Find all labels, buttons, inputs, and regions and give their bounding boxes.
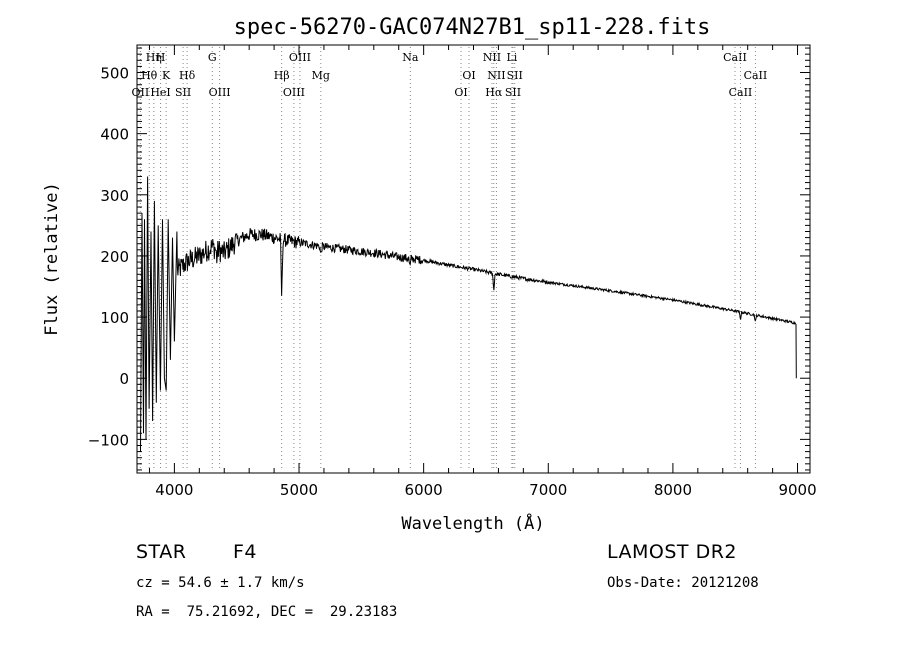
line-label: Na: [402, 51, 419, 64]
line-label: Hα: [485, 86, 503, 99]
plot-frame: [136, 44, 811, 474]
line-label: OIII: [289, 51, 311, 64]
line-label: HeI: [150, 86, 170, 99]
y-tick-label: 200: [100, 248, 129, 266]
line-label: Li: [506, 51, 517, 64]
x-axis-label: Wavelength (Å): [401, 512, 544, 534]
line-label: NII: [487, 69, 505, 82]
line-label: SII: [507, 69, 523, 82]
line-label: OI: [462, 69, 475, 82]
x-tick-label: 6000: [405, 481, 443, 499]
line-label: SII: [175, 86, 191, 99]
line-label: SII: [505, 86, 521, 99]
x-tick-label: 4000: [155, 481, 193, 499]
x-tick-label: 8000: [654, 481, 692, 499]
coordinates: RA = 75.21692, DEC = 29.23183: [136, 604, 398, 620]
line-label: Hβ: [274, 69, 290, 82]
chart-title: spec-56270-GAC074N27B1_sp11-228.fits: [234, 15, 711, 40]
x-tick-label: 7000: [529, 481, 567, 499]
spectrum-line: [140, 176, 797, 452]
line-label: OII: [132, 86, 150, 99]
line-label: CaII: [729, 86, 753, 99]
y-tick-label: 400: [100, 126, 129, 144]
line-label: Hθ: [141, 69, 158, 82]
line-label: OI: [454, 86, 467, 99]
object-subclass: F4: [233, 541, 258, 563]
x-tick-label: 9000: [778, 481, 816, 499]
object-class: STAR: [136, 541, 187, 563]
line-label: CaII: [744, 69, 768, 82]
y-tick-label: 100: [100, 309, 129, 327]
y-tick-label: 0: [119, 370, 129, 388]
observation-date: Obs-Date: 20121208: [607, 575, 759, 591]
line-label: OIII: [209, 86, 231, 99]
y-tick-label: −100: [88, 431, 129, 449]
line-label: H: [156, 51, 166, 64]
redshift-velocity: cz = 54.6 ± 1.7 km/s: [136, 575, 305, 591]
line-label: NII: [483, 51, 501, 64]
x-tick-label: 5000: [280, 481, 318, 499]
line-label: OIII: [283, 86, 305, 99]
y-axis-label: Flux (relative): [42, 182, 62, 336]
line-label: K: [162, 69, 171, 82]
line-label: Hη: [146, 51, 162, 64]
line-label: Hδ: [179, 69, 196, 82]
y-tick-label: 300: [100, 187, 129, 205]
axis-ticks: 4000 5000 6000 7000 8000 9000 −100 0 100 200 300 40…: [88, 45, 817, 499]
line-label: CaII: [723, 51, 747, 64]
line-label: Mg: [312, 69, 330, 82]
line-label: G: [208, 51, 217, 64]
y-tick-label: 500: [100, 65, 129, 83]
survey-name: LAMOST DR2: [607, 541, 737, 563]
